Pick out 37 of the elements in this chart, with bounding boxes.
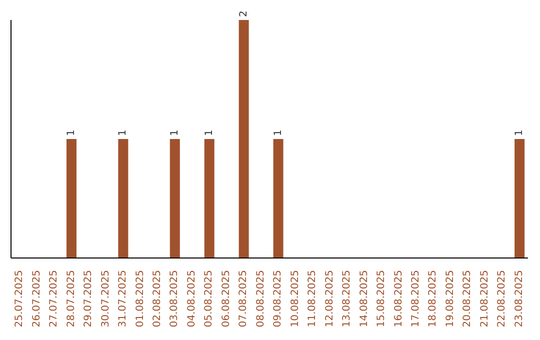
x-tick-label: 22.08.2025 (496, 270, 508, 328)
x-tick-label: 27.07.2025 (48, 270, 60, 328)
x-tick-label: 03.08.2025 (169, 270, 180, 328)
x-tick-label: 20.08.2025 (462, 270, 474, 328)
x-tick-label: 10.08.2025 (290, 270, 301, 328)
x-tick-label: 31.07.2025 (118, 270, 129, 328)
x-tick-label: 13.08.2025 (342, 270, 353, 328)
data-label: 1 (272, 130, 284, 136)
data-label: 1 (118, 130, 129, 136)
data-label: 2 (238, 10, 250, 17)
x-tick-label: 29.07.2025 (83, 270, 94, 328)
data-label: 1 (514, 130, 526, 136)
x-tick-label: 30.07.2025 (100, 270, 112, 328)
x-tick-label: 04.08.2025 (186, 270, 198, 328)
data-label: 1 (66, 130, 77, 136)
x-tick-label: 17.08.2025 (410, 270, 422, 328)
x-tick-label: 15.08.2025 (376, 270, 388, 328)
x-tick-label: 26.07.2025 (31, 270, 42, 328)
data-label: 1 (204, 130, 215, 136)
x-tick-label: 28.07.2025 (66, 270, 77, 328)
x-tick-label: 19.08.2025 (444, 270, 456, 328)
x-tick-label: 07.08.2025 (238, 270, 250, 328)
x-tick-label: 16.08.2025 (393, 270, 404, 328)
x-tick-label: 23.08.2025 (514, 270, 525, 328)
x-tick-label: 01.08.2025 (134, 270, 146, 328)
x-tick-label: 11.08.2025 (307, 270, 318, 328)
x-tick-label: 09.08.2025 (272, 270, 284, 328)
x-tick-label: 18.08.2025 (428, 270, 439, 328)
x-tick-label: 12.08.2025 (324, 270, 336, 328)
x-tick-label: 08.08.2025 (255, 270, 266, 328)
data-label: 1 (169, 130, 180, 136)
x-tick-label: 06.08.2025 (220, 270, 232, 328)
x-tick-label: 14.08.2025 (358, 270, 370, 328)
x-tick-label: 02.08.2025 (152, 270, 163, 328)
x-tick-label: 21.08.2025 (479, 270, 490, 328)
x-tick-label: 25.07.2025 (14, 270, 26, 328)
x-tick-label: 05.08.2025 (204, 270, 215, 328)
